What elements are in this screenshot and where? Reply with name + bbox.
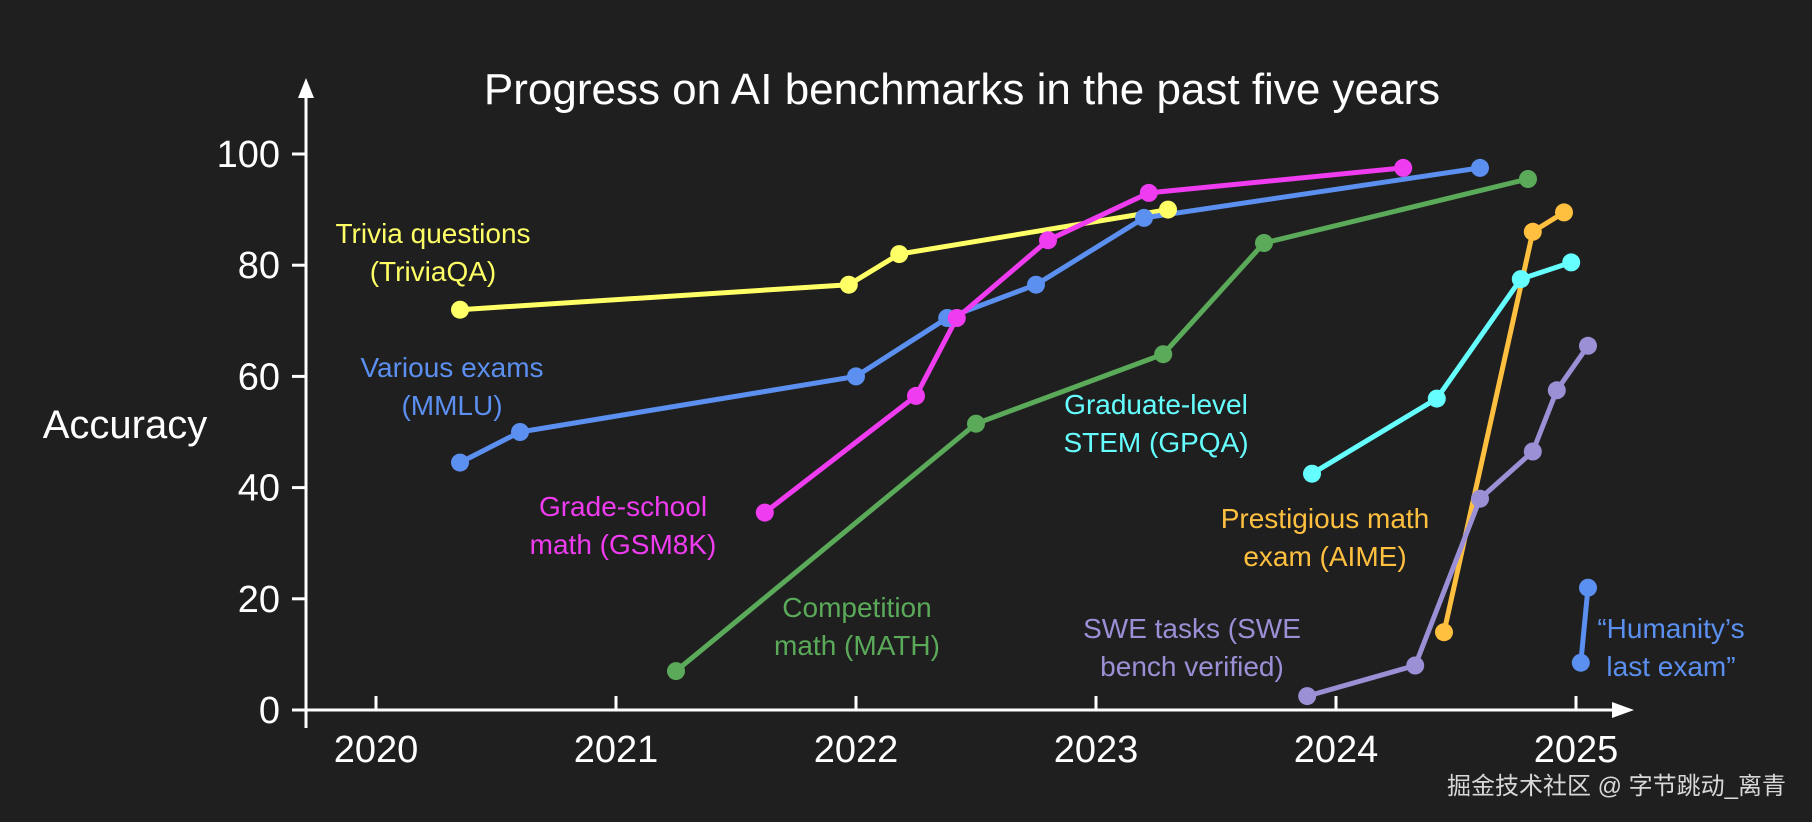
y-axis-label: Accuracy bbox=[43, 403, 208, 447]
series-line-0 bbox=[457, 207, 1171, 313]
x-tick-label: 2021 bbox=[574, 729, 659, 771]
x-tick-label: 2020 bbox=[334, 729, 419, 771]
series-label-1: Various exams bbox=[360, 352, 543, 383]
series-point-7 bbox=[1579, 578, 1597, 597]
series-label-6: bench verified) bbox=[1100, 651, 1284, 682]
series-point-0 bbox=[451, 300, 469, 319]
series-point-6 bbox=[1406, 656, 1425, 675]
series-label-0: Trivia questions bbox=[335, 218, 530, 249]
x-tick-label: 2023 bbox=[1054, 729, 1139, 771]
series-label-2: Grade-school bbox=[539, 491, 707, 522]
series-point-1 bbox=[1471, 158, 1489, 177]
series-point-1 bbox=[1027, 275, 1045, 294]
series-point-6 bbox=[1547, 381, 1566, 400]
series-point-6 bbox=[1471, 489, 1489, 508]
series-point-3 bbox=[1154, 345, 1173, 364]
series-label-3: Competition bbox=[782, 592, 931, 623]
x-tick-label: 2024 bbox=[1294, 729, 1379, 771]
chart-title: Progress on AI benchmarks in the past fi… bbox=[484, 65, 1440, 114]
series-line-6 bbox=[1304, 343, 1591, 699]
y-axis-arrow bbox=[298, 78, 314, 98]
series-point-2 bbox=[1039, 231, 1057, 250]
series-label-5: Prestigious math bbox=[1221, 503, 1430, 534]
series-point-2 bbox=[947, 309, 966, 327]
y-tick-label: 0 bbox=[259, 690, 280, 732]
series-label-2: math (GSM8K) bbox=[530, 529, 717, 560]
y-tick-label: 80 bbox=[238, 245, 280, 287]
series-point-3 bbox=[667, 662, 685, 681]
series-label-4: Graduate-level bbox=[1064, 389, 1248, 420]
series-point-3 bbox=[967, 414, 985, 433]
series-point-7 bbox=[1571, 653, 1590, 672]
series-point-4 bbox=[1562, 253, 1581, 272]
series-label-5: exam (AIME) bbox=[1243, 541, 1406, 572]
series-point-1 bbox=[847, 367, 865, 386]
series-point-1 bbox=[511, 423, 529, 441]
y-tick-label: 60 bbox=[238, 356, 280, 398]
series-points bbox=[451, 158, 1597, 706]
watermark: 掘金技术社区 @ 字节跳动_离青 bbox=[1447, 773, 1786, 800]
series-point-4 bbox=[1511, 270, 1530, 289]
y-tick-label: 100 bbox=[217, 134, 280, 176]
series-point-4 bbox=[1303, 464, 1321, 483]
series-lines bbox=[457, 165, 1591, 699]
x-tick-label: 2025 bbox=[1534, 729, 1619, 771]
series-line-2 bbox=[762, 165, 1406, 516]
series-point-6 bbox=[1579, 336, 1597, 355]
series-point-2 bbox=[1394, 158, 1413, 177]
series-label-3: math (MATH) bbox=[774, 630, 940, 661]
series-label-7: “Humanity’s bbox=[1597, 613, 1744, 644]
series-point-3 bbox=[1519, 170, 1537, 188]
series-point-5 bbox=[1555, 203, 1573, 222]
series-line-4 bbox=[1309, 259, 1574, 477]
y-tick-label: 20 bbox=[238, 579, 280, 621]
series-point-1 bbox=[451, 453, 469, 472]
series-label-4: STEM (GPQA) bbox=[1063, 427, 1248, 458]
series-label-7: last exam” bbox=[1606, 651, 1735, 682]
series-point-4 bbox=[1427, 389, 1446, 408]
tick-labels: 0 20 40 60 80 100 2020 2021 2022 2023 2024 2025 bbox=[217, 134, 1619, 771]
series-point-6 bbox=[1298, 687, 1317, 706]
series-label-1: (MMLU) bbox=[401, 390, 502, 421]
y-tick-label: 40 bbox=[238, 468, 280, 510]
series-point-0 bbox=[890, 245, 909, 264]
series-point-0 bbox=[1159, 200, 1177, 219]
series-point-2 bbox=[1139, 183, 1158, 202]
series-point-3 bbox=[1255, 234, 1273, 252]
series-point-1 bbox=[1135, 208, 1153, 227]
x-axis-arrow bbox=[1612, 702, 1634, 718]
series-point-5 bbox=[1523, 222, 1542, 241]
x-tick-label: 2022 bbox=[814, 729, 899, 771]
series-label-6: SWE tasks (SWE bbox=[1083, 613, 1301, 644]
series-point-2 bbox=[907, 386, 925, 405]
series-label-0: (TriviaQA) bbox=[370, 256, 497, 287]
series-point-0 bbox=[839, 275, 858, 294]
series-point-6 bbox=[1523, 442, 1542, 461]
series-labels: Trivia questions (TriviaQA) Various exams (… bbox=[335, 218, 1744, 682]
axes bbox=[296, 78, 1634, 728]
series-point-2 bbox=[755, 503, 774, 522]
series-line-7 bbox=[1578, 585, 1591, 666]
series-point-5 bbox=[1435, 623, 1453, 642]
